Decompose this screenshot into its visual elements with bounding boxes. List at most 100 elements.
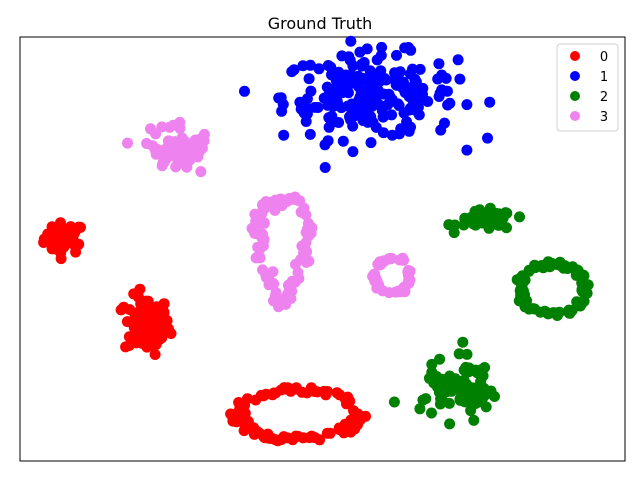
data-point-series-0 [348, 422, 360, 434]
data-point-series-2 [453, 382, 465, 394]
data-point-series-1 [337, 135, 349, 147]
data-point-series-1 [386, 109, 398, 121]
data-point-series-1 [444, 97, 456, 109]
data-point-series-3 [267, 266, 279, 278]
data-point-series-2 [467, 215, 479, 227]
data-point-series-3 [258, 217, 270, 229]
data-point-series-2 [547, 307, 559, 319]
data-point-series-2 [457, 336, 469, 348]
data-point-series-3 [191, 138, 203, 150]
data-point-series-1 [360, 108, 372, 120]
data-point-series-3 [164, 121, 176, 133]
data-point-series-1 [409, 73, 421, 85]
data-point-series-1 [392, 98, 404, 110]
data-point-series-2 [458, 364, 470, 376]
data-point-series-1 [304, 59, 316, 71]
data-point-series-1 [391, 49, 402, 61]
data-point-series-2 [388, 396, 400, 408]
data-point-series-2 [448, 227, 460, 239]
data-point-series-0 [275, 384, 287, 396]
data-point-series-3 [263, 279, 275, 291]
data-point-series-2 [468, 388, 480, 400]
data-point-series-2 [514, 211, 525, 223]
data-point-series-3 [175, 147, 187, 159]
data-point-series-1 [321, 81, 333, 93]
data-point-series-2 [563, 307, 575, 319]
data-point-series-2 [516, 287, 528, 299]
legend-label-0: 0 [600, 50, 608, 65]
data-point-series-2 [546, 257, 558, 269]
data-point-series-0 [348, 405, 359, 417]
data-point-series-1 [342, 87, 354, 99]
data-point-series-3 [298, 243, 310, 255]
data-point-series-2 [570, 265, 582, 276]
data-point-series-0 [46, 221, 58, 233]
data-point-series-1 [345, 69, 357, 81]
data-point-series-1 [345, 35, 357, 47]
data-point-series-2 [529, 303, 541, 315]
data-point-series-1 [386, 129, 398, 141]
data-point-series-1 [378, 88, 390, 100]
data-point-series-3 [159, 156, 170, 168]
data-point-series-0 [301, 387, 313, 399]
legend: 0 1 2 3 [556, 43, 619, 132]
data-point-series-2 [444, 418, 456, 430]
data-point-series-1 [304, 128, 316, 140]
data-point-series-0 [73, 238, 85, 250]
plot-area [19, 35, 626, 462]
data-point-series-0 [309, 432, 321, 444]
data-point-series-0 [123, 340, 135, 351]
data-point-series-3 [258, 234, 270, 246]
data-point-series-1 [414, 63, 426, 75]
data-point-series-0 [233, 414, 245, 426]
data-point-series-1 [273, 92, 285, 104]
data-point-series-3 [159, 144, 171, 155]
data-point-series-1 [303, 73, 315, 85]
data-point-series-3 [169, 136, 181, 148]
data-point-series-3 [404, 265, 416, 277]
data-point-series-3 [122, 137, 133, 149]
data-point-series-3 [372, 258, 384, 270]
data-point-series-3 [295, 206, 307, 218]
data-point-series-1 [394, 66, 406, 78]
data-point-series-3 [254, 243, 266, 255]
legend-marker-2 [570, 91, 580, 101]
data-point-series-0 [266, 433, 278, 444]
data-point-series-1 [412, 86, 424, 98]
data-point-series-1 [461, 144, 473, 156]
data-point-series-2 [479, 389, 491, 401]
data-point-series-3 [254, 252, 266, 264]
data-point-series-3 [277, 194, 289, 206]
data-point-series-2 [426, 407, 437, 419]
data-point-series-3 [300, 256, 312, 268]
data-point-series-1 [345, 114, 357, 126]
data-point-series-2 [414, 403, 426, 415]
data-point-series-1 [408, 98, 420, 110]
data-point-series-1 [358, 57, 370, 68]
data-point-series-3 [178, 158, 190, 170]
data-point-series-3 [394, 286, 406, 298]
data-point-series-2 [519, 301, 531, 313]
data-point-series-0 [238, 425, 250, 437]
data-point-series-0 [55, 247, 67, 259]
data-point-series-1 [319, 162, 331, 173]
data-point-series-2 [479, 362, 491, 373]
data-point-series-0 [132, 325, 144, 337]
data-point-series-3 [369, 268, 381, 280]
data-point-series-1 [278, 129, 290, 141]
data-point-series-1 [347, 60, 359, 72]
data-point-series-0 [322, 386, 333, 397]
data-point-series-2 [480, 401, 492, 413]
data-point-series-1 [239, 85, 250, 97]
data-point-series-1 [440, 72, 452, 84]
data-point-series-1 [366, 100, 378, 112]
data-point-series-0 [125, 316, 137, 328]
data-point-series-1 [322, 135, 334, 147]
data-point-series-2 [461, 348, 473, 360]
data-point-series-2 [436, 373, 448, 385]
data-point-series-0 [158, 298, 170, 310]
data-point-series-2 [580, 281, 592, 293]
data-point-series-1 [323, 121, 335, 133]
data-point-series-2 [494, 213, 506, 225]
